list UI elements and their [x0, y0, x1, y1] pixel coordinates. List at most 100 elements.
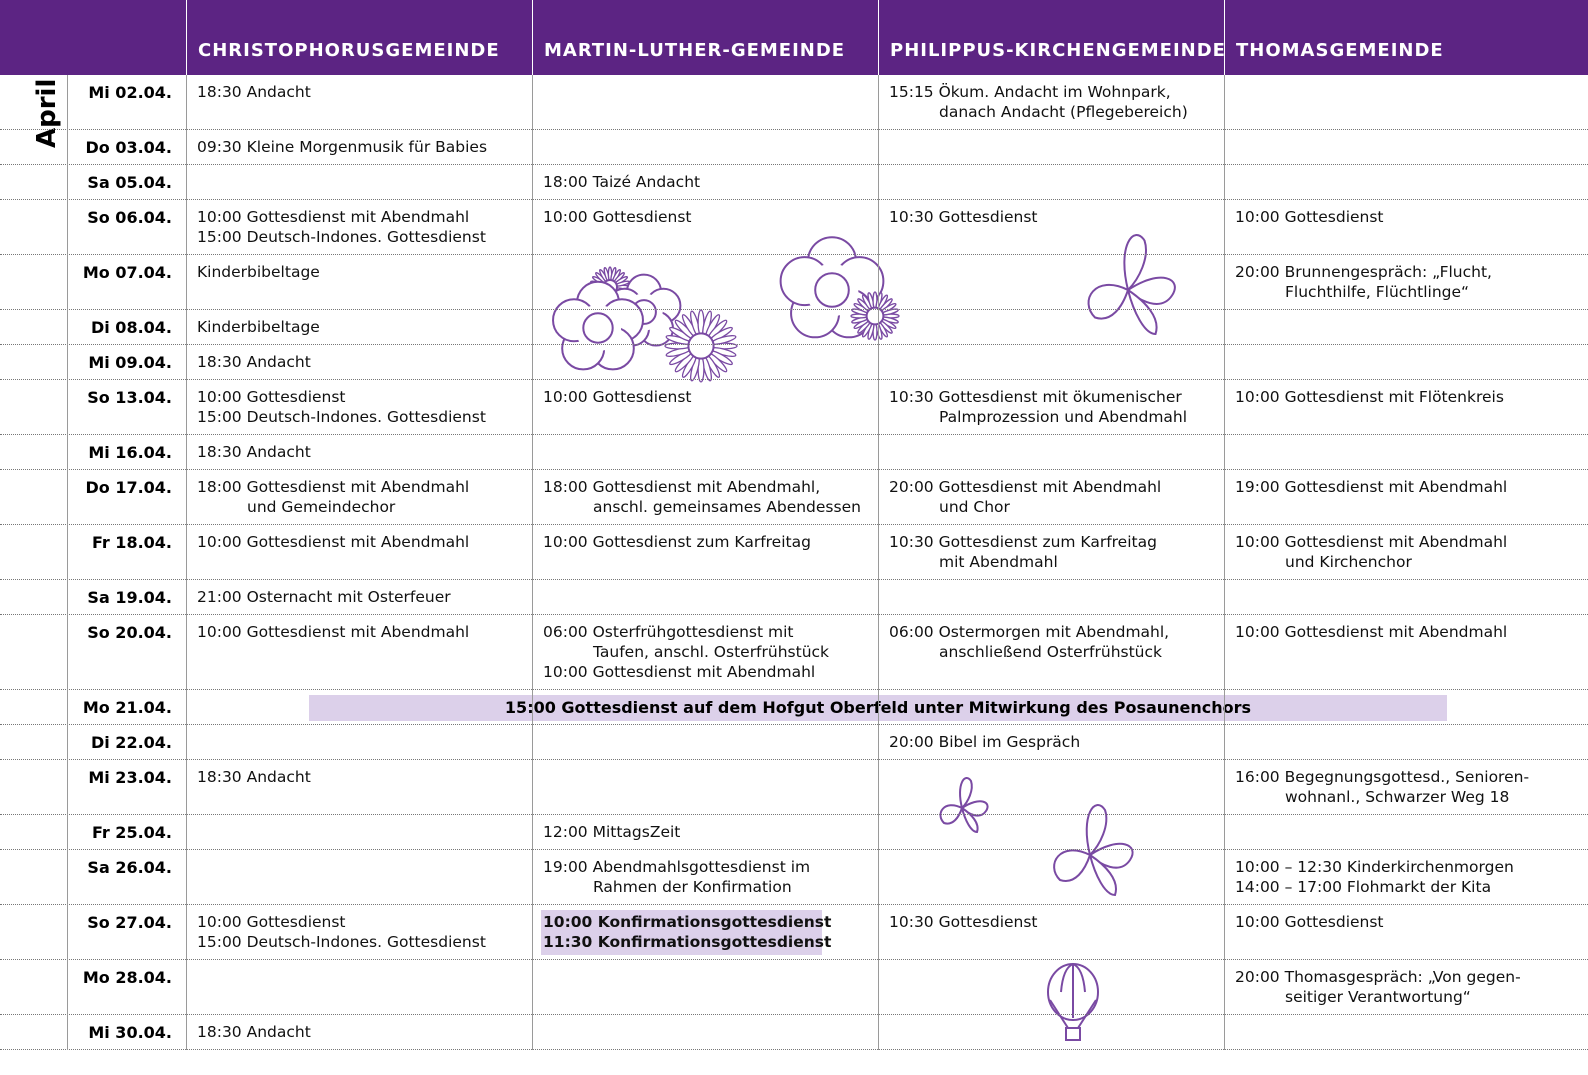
- event-text: 10:00 Gottesdienst mit Abendmahl: [1235, 623, 1508, 641]
- event-text: 16:00 Begegnungsgottesd., Senioren-: [1235, 768, 1530, 786]
- date: Sa 05.04.: [87, 173, 172, 192]
- row-divider: [0, 760, 1588, 815]
- row-divider: [0, 960, 1588, 1015]
- date: Mi 02.04.: [88, 83, 172, 102]
- event-text: 20:00 Bibel im Gespräch: [889, 733, 1081, 751]
- event-text: Fluchthilfe, Flüchtlinge“: [1285, 283, 1470, 301]
- event-text: 10:00 Gottesdienst mit Abendmahl: [197, 623, 470, 641]
- event-text: 10:00 Gottesdienst: [543, 208, 692, 226]
- event-text: 11:30 Konfirmationsgottesdienst: [543, 933, 832, 951]
- event-text: 14:00 – 17:00 Flohmarkt der Kita: [1235, 878, 1492, 896]
- date: Sa 26.04.: [87, 858, 172, 877]
- event-text: 10:00 – 12:30 Kinderkirchenmorgen: [1235, 858, 1514, 876]
- date: Fr 25.04.: [91, 823, 172, 842]
- ornament: [959, 777, 973, 810]
- header-separator: [532, 0, 533, 75]
- date: Di 08.04.: [90, 318, 172, 337]
- date: Mi 16.04.: [88, 443, 172, 462]
- ornament: [1123, 234, 1147, 292]
- event-text: 10:00 Gottesdienst zum Karfreitag: [543, 533, 811, 551]
- event-text: 18:30 Andacht: [197, 353, 311, 371]
- event-text: 18:00 Gottesdienst mit Abendmahl,: [543, 478, 821, 496]
- event-text: 19:00 Abendmahlsgottesdienst im: [543, 858, 811, 876]
- event-text: 10:00 Gottesdienst: [197, 388, 346, 406]
- event-text: 06:00 Osterfrühgottesdienst mit: [543, 623, 794, 641]
- event-text: 10:00 Gottesdienst mit Abendmahl: [543, 663, 816, 681]
- column-header: CHRISTOPHORUSGEMEINDE: [198, 40, 500, 61]
- event-text: wohnanl., Schwarzer Weg 18: [1285, 788, 1510, 806]
- date: Mo 21.04.: [82, 698, 172, 717]
- event-text: 10:00 Gottesdienst mit Abendmahl: [197, 208, 470, 226]
- row-divider: [0, 165, 1588, 200]
- event-text: 20:00 Gottesdienst mit Abendmahl: [889, 478, 1162, 496]
- event-text: 20:00 Thomasgespräch: „Von gegen-: [1235, 968, 1521, 986]
- row-divider: [0, 905, 1588, 960]
- date: Mi 23.04.: [88, 768, 172, 787]
- event-text: 10:00 Gottesdienst: [1235, 913, 1384, 931]
- event-text: 15:00 Deutsch-Indones. Gottesdienst: [197, 408, 486, 426]
- event-text: 10:30 Gottesdienst: [889, 913, 1038, 931]
- row-divider: [0, 130, 1588, 165]
- row-divider: [0, 470, 1588, 525]
- event-text: 10:00 Gottesdienst: [543, 388, 692, 406]
- date: Di 22.04.: [90, 733, 172, 752]
- event-text: 20:00 Brunnengespräch: „Flucht,: [1235, 263, 1492, 281]
- ornament: [1053, 849, 1092, 882]
- event-text: 15:00 Deutsch-Indones. Gottesdienst: [197, 228, 486, 246]
- event-text: 18:00 Taizé Andacht: [543, 173, 701, 191]
- ornament: [687, 332, 715, 360]
- event-text: Rahmen der Konfirmation: [593, 878, 792, 896]
- date: Do 17.04.: [85, 478, 172, 497]
- ornament: [1085, 804, 1108, 857]
- ornament: [865, 306, 885, 326]
- column-separator: [878, 75, 879, 1050]
- event-text: Palmprozession und Abendmahl: [939, 408, 1188, 426]
- event-text: anschl. gemeinsames Abendessen: [593, 498, 861, 516]
- event-text: 10:00 Gottesdienst mit Flötenkreis: [1235, 388, 1504, 406]
- event-text: 18:30 Andacht: [197, 768, 311, 786]
- date: So 27.04.: [87, 913, 172, 932]
- event-text: 21:00 Osternacht mit Osterfeuer: [197, 588, 451, 606]
- event-text: 18:30 Andacht: [197, 83, 311, 101]
- event-text: 18:30 Andacht: [197, 443, 311, 461]
- event-text: 10:30 Gottesdienst zum Karfreitag: [889, 533, 1157, 551]
- event-text: 10:00 Gottesdienst mit Abendmahl: [197, 533, 470, 551]
- event-text: und Gemeindechor: [247, 498, 396, 516]
- event-text: 10:00 Gottesdienst: [197, 913, 346, 931]
- row-divider: [0, 725, 1588, 760]
- row-divider: [0, 255, 1588, 310]
- date: Mo 28.04.: [82, 968, 172, 987]
- event-text: 09:30 Kleine Morgenmusik für Babies: [197, 138, 488, 156]
- row-divider: [0, 380, 1588, 435]
- event-text: und Kirchenchor: [1285, 553, 1412, 571]
- event-text: 10:00 Gottesdienst: [1235, 208, 1384, 226]
- event-text: 10:00 Gottesdienst mit Abendmahl: [1235, 533, 1508, 551]
- header-separator: [878, 0, 879, 75]
- row-divider: [0, 310, 1588, 345]
- date: So 06.04.: [87, 208, 172, 227]
- date: Sa 19.04.: [87, 588, 172, 607]
- ornament: [1049, 962, 1097, 1029]
- event-text: 15:00 Deutsch-Indones. Gottesdienst: [197, 933, 486, 951]
- row-divider: [0, 75, 1588, 130]
- column-header: PHILIPPUS-KIRCHENGEMEINDE: [890, 40, 1226, 61]
- column-header: MARTIN-LUTHER-GEMEINDE: [544, 40, 846, 61]
- row-divider: [0, 200, 1588, 255]
- ornament: [582, 312, 614, 344]
- row-divider: [0, 345, 1588, 380]
- event-text: 06:00 Ostermorgen mit Abendmahl,: [889, 623, 1170, 641]
- column-separator: [67, 75, 68, 1050]
- event-text: Taufen, anschl. Osterfrühstück: [593, 643, 830, 661]
- ornament: [1065, 1027, 1081, 1041]
- header-separator: [186, 0, 187, 75]
- ornament: [1088, 852, 1117, 897]
- column-separator: [532, 75, 533, 1050]
- date: So 20.04.: [87, 623, 172, 642]
- event-text: Kinderbibeltage: [197, 263, 320, 281]
- event-text: 15:15 Ökum. Andacht im Wohnpark,: [889, 83, 1171, 101]
- row-divider: [0, 815, 1588, 850]
- event-text: und Chor: [939, 498, 1010, 516]
- row-divider: [0, 435, 1588, 470]
- header-bar: [0, 0, 1588, 75]
